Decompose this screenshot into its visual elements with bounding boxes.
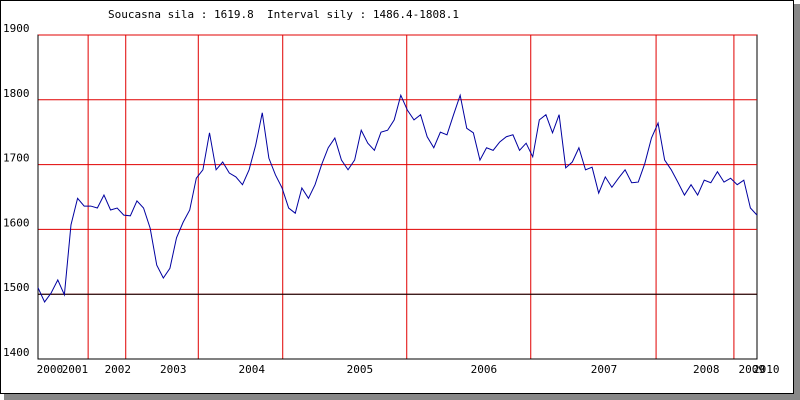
x-tick-label: 2000 [37, 363, 64, 376]
y-tick-label: 1700 [3, 152, 30, 165]
x-tick-label: 2005 [347, 363, 374, 376]
x-tick-label: 2006 [471, 363, 498, 376]
x-tick-label: 2001 [62, 363, 89, 376]
y-tick-label: 1600 [3, 216, 30, 229]
x-tick-label: 2010 [753, 363, 780, 376]
y-tick-label: 1500 [3, 281, 30, 294]
x-tick-label: 2009 [738, 363, 765, 376]
x-tick-label: 2007 [591, 363, 618, 376]
shadow [4, 394, 800, 400]
x-tick-label: 2004 [238, 363, 265, 376]
x-tick-label: 2008 [693, 363, 720, 376]
y-tick-label: 1800 [3, 87, 30, 100]
shadow [794, 4, 800, 400]
y-tick-label: 1900 [3, 22, 30, 35]
chart-title: Soucasna sila : 1619.8 Interval sily : 1… [108, 8, 459, 21]
x-tick-label: 2002 [105, 363, 132, 376]
data-line [37, 93, 758, 303]
plot-area [37, 34, 758, 360]
x-tick-label: 2003 [160, 363, 187, 376]
y-tick-label: 1400 [3, 346, 30, 359]
